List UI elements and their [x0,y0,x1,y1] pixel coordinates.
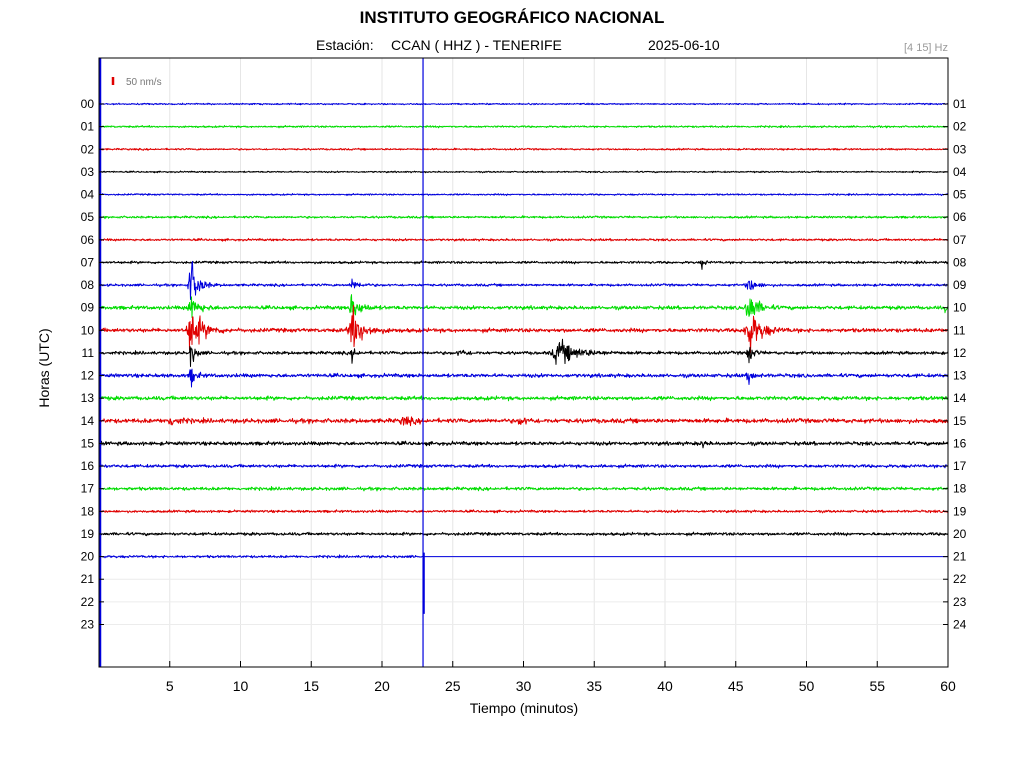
trace-hour-17 [98,485,949,492]
y-tick-left-21: 21 [81,572,95,586]
trace-hour-07 [98,260,949,270]
y-tick-left-06: 06 [81,233,95,247]
station-name: CCAN ( HHZ ) - TENERIFE [391,37,562,53]
y-tick-right-04: 04 [953,165,967,179]
trace-hour-04 [98,192,949,197]
trace-hour-11 [98,338,949,367]
trace-hour-19 [98,531,949,537]
x-tick-label-60: 60 [940,678,956,694]
trace-hour-03 [98,170,949,174]
y-tick-right-17: 17 [953,459,967,473]
y-tick-left-20: 20 [81,550,95,564]
y-tick-right-18: 18 [953,482,967,496]
trace-hour-10 [98,304,949,354]
y-tick-right-14: 14 [953,391,967,405]
y-tick-right-09: 09 [953,278,967,292]
y-tick-left-14: 14 [81,414,95,428]
y-tick-right-15: 15 [953,414,967,428]
y-tick-right-23: 23 [953,595,967,609]
trace-hour-18 [98,509,949,514]
x-tick-label-5: 5 [166,678,174,694]
x-tick-label-30: 30 [516,678,532,694]
y-tick-right-11: 11 [953,323,966,337]
y-tick-right-12: 12 [953,346,967,360]
y-tick-left-02: 02 [81,142,95,156]
y-tick-left-08: 08 [81,278,95,292]
y-tick-right-06: 06 [953,210,967,224]
y-tick-left-01: 01 [81,120,95,134]
x-tick-label-50: 50 [799,678,815,694]
y-tick-right-13: 13 [953,369,967,383]
trace-hour-00 [98,102,949,106]
trace-hour-14 [98,416,949,427]
trace-hour-16 [98,463,949,469]
trace-hour-13 [98,395,949,402]
y-tick-right-03: 03 [953,142,967,156]
y-axis-label: Horas (UTC) [36,328,52,408]
y-tick-left-10: 10 [81,323,95,337]
x-tick-label-55: 55 [869,678,885,694]
trace-hour-02 [98,147,949,151]
y-tick-left-12: 12 [81,369,95,383]
y-tick-right-10: 10 [953,301,967,315]
x-tick-label-35: 35 [586,678,602,694]
y-tick-right-01: 01 [953,97,967,111]
y-tick-right-20: 20 [953,527,967,541]
trace-hour-20 [98,554,424,559]
date-label: 2025-06-10 [648,37,720,53]
y-tick-left-22: 22 [81,595,95,609]
y-tick-right-07: 07 [953,233,967,247]
chart-title: INSTITUTO GEOGRÁFICO NACIONAL [359,8,665,27]
x-tick-label-10: 10 [233,678,249,694]
y-tick-left-04: 04 [81,188,95,202]
trace-hour-01 [98,124,949,129]
y-tick-left-23: 23 [81,617,95,631]
y-tick-left-00: 00 [81,97,95,111]
y-tick-right-16: 16 [953,436,967,450]
y-tick-left-15: 15 [81,436,95,450]
trace-hour-15 [98,440,949,449]
station-label: Estación: [316,37,374,53]
trace-hour-08 [98,261,949,301]
y-tick-left-11: 11 [82,346,95,360]
y-tick-left-19: 19 [81,527,95,541]
y-tick-right-24: 24 [953,617,967,631]
y-tick-left-17: 17 [81,482,95,496]
trace-hour-12 [98,368,949,388]
x-tick-label-45: 45 [728,678,744,694]
filter-band: [4 15] Hz [903,42,948,54]
scale-label: 50 nm/s [126,77,162,88]
y-tick-right-21: 21 [953,550,967,564]
y-tick-left-09: 09 [81,301,95,315]
trace-hour-09 [98,294,949,318]
y-tick-left-05: 05 [81,210,95,224]
y-tick-left-16: 16 [81,459,95,473]
trace-hour-06 [98,237,949,242]
y-tick-left-18: 18 [81,504,95,518]
y-tick-right-02: 02 [953,120,967,134]
x-tick-label-20: 20 [374,678,390,694]
x-tick-label-25: 25 [445,678,461,694]
y-tick-right-22: 22 [953,572,967,586]
x-axis-label: Tiempo (minutos) [469,700,579,716]
y-tick-right-19: 19 [953,504,967,518]
trace-hour-05 [98,215,949,220]
y-tick-left-13: 13 [81,391,95,405]
x-tick-label-40: 40 [657,678,673,694]
y-tick-left-07: 07 [81,255,95,269]
y-tick-left-03: 03 [81,165,95,179]
y-tick-right-08: 08 [953,255,967,269]
x-tick-label-15: 15 [303,678,319,694]
y-tick-right-05: 05 [953,188,967,202]
